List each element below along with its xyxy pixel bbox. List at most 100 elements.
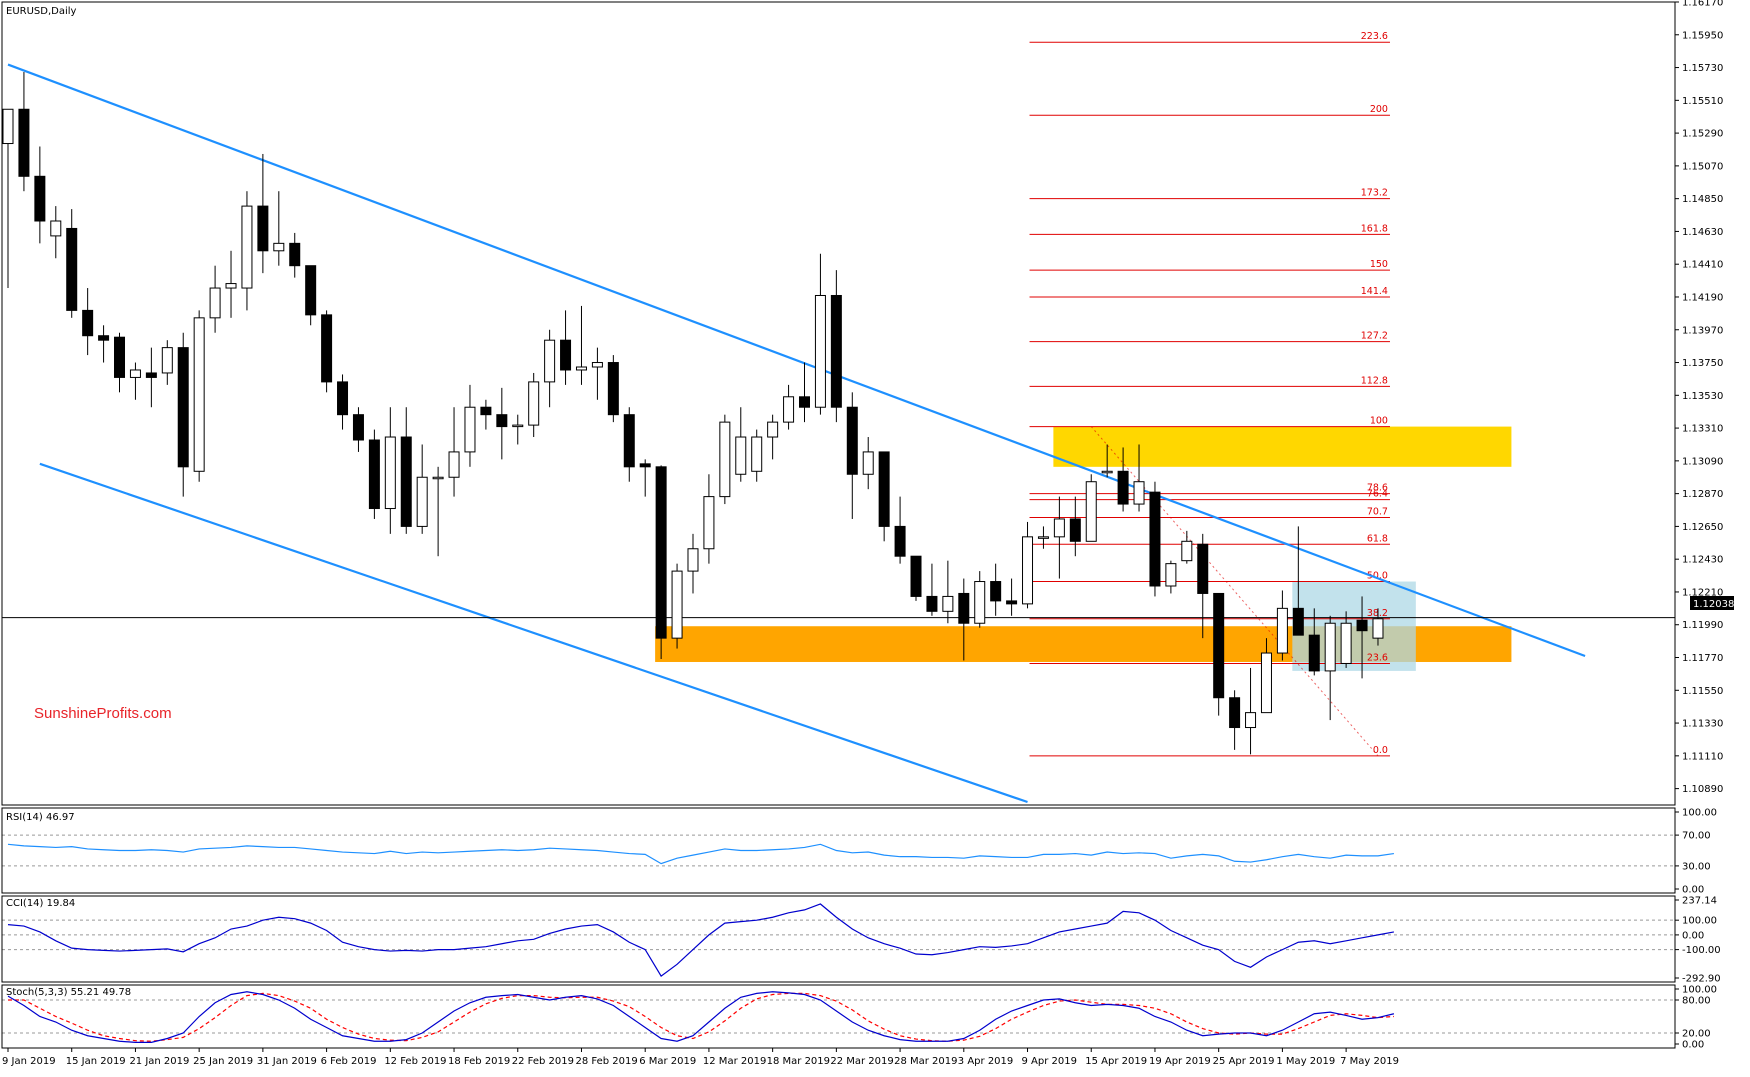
cci-tick-label: 0.00 <box>1682 930 1704 941</box>
channel-layer <box>2 63 1675 804</box>
price-tick-label: 1.14190 <box>1682 292 1723 303</box>
price-tick-label: 1.13530 <box>1682 391 1723 402</box>
candle-body <box>1324 622 1336 672</box>
time-tick-label: 18 Feb 2019 <box>448 1056 510 1067</box>
fib-level-label: 38.2 <box>1367 608 1388 619</box>
cci-tick-label: 100.00 <box>1682 916 1717 927</box>
stoch-tick-label: 20.00 <box>1682 1029 1711 1040</box>
stoch-d-line <box>8 992 1394 1042</box>
price-tick-label: 1.14850 <box>1682 194 1723 205</box>
time-tick-label: 6 Feb 2019 <box>321 1056 377 1067</box>
candle-body <box>480 406 492 416</box>
price-tick-label: 1.11990 <box>1682 620 1723 631</box>
price-tick-label: 1.16170 <box>1682 0 1723 9</box>
candle-body <box>448 451 460 478</box>
candle-body <box>671 570 683 639</box>
watermark-text: SunshineProfits.com <box>34 705 172 722</box>
fib-level-label: 78.6 <box>1367 483 1388 494</box>
candle-body <box>273 242 285 252</box>
candle-body <box>2 108 14 145</box>
candle-body <box>98 335 110 341</box>
pane-frames <box>1 1 1676 1049</box>
fib-level-label: 200 <box>1370 104 1388 115</box>
price-tick-label: 1.15730 <box>1682 63 1723 74</box>
fib-level-label: 112.8 <box>1361 375 1388 386</box>
candle-body <box>878 451 890 527</box>
time-tick-label: 3 Apr 2019 <box>958 1056 1013 1067</box>
price-tick-label: 1.11770 <box>1682 653 1723 664</box>
time-tick-label: 7 May 2019 <box>1340 1056 1399 1067</box>
candle-body <box>66 227 78 311</box>
candle-body <box>687 548 699 572</box>
candle-body <box>512 424 524 428</box>
time-tick-label: 6 Mar 2019 <box>639 1056 696 1067</box>
candle-body <box>655 466 667 639</box>
candle-body <box>1133 481 1145 505</box>
candle-body <box>464 406 476 453</box>
time-tick-label: 25 Apr 2019 <box>1213 1056 1275 1067</box>
candle-body <box>990 581 1002 602</box>
time-tick-label: 9 Jan 2019 <box>2 1056 56 1067</box>
fib-level-label: 0.0 <box>1373 745 1388 756</box>
candle-body <box>719 421 731 498</box>
price-tick-label: 1.14410 <box>1682 260 1723 271</box>
price-tick-label: 1.15510 <box>1682 96 1723 107</box>
candle-body <box>926 595 938 612</box>
cci-tick-label: -100.00 <box>1682 945 1721 956</box>
candle-body <box>528 381 540 426</box>
price-tick-label: 1.11550 <box>1682 686 1723 697</box>
time-tick-label: 28 Feb 2019 <box>575 1056 637 1067</box>
time-tick-label: 18 Mar 2019 <box>767 1056 830 1067</box>
main-pane-frame <box>1 1 1676 806</box>
candle-body <box>321 314 333 383</box>
candle-body <box>177 347 189 468</box>
candle-body <box>1292 607 1304 636</box>
candle-body <box>1022 536 1034 605</box>
cci-line <box>7 903 1395 977</box>
candle-body <box>862 451 874 475</box>
time-tick-label: 9 Apr 2019 <box>1022 1056 1077 1067</box>
stoch-tick-label: 0.00 <box>1682 1040 1704 1051</box>
price-tick-label: 1.12870 <box>1682 489 1723 500</box>
candle-body <box>416 476 428 527</box>
fib-level-label: 161.8 <box>1361 223 1388 234</box>
stoch-tick-label: 100.00 <box>1682 985 1717 996</box>
fib-level-label: 61.8 <box>1367 533 1388 544</box>
candle-body <box>82 309 94 337</box>
candle-body <box>735 436 747 475</box>
candle-body <box>384 436 396 510</box>
candle-body <box>783 396 795 423</box>
candle-body <box>799 396 810 408</box>
cci-label: CCI(14) 19.84 <box>6 898 75 909</box>
rsi-tick-label: 30.00 <box>1682 861 1711 872</box>
cci-tick-label: 237.14 <box>1682 896 1717 907</box>
candle-body <box>1229 697 1241 729</box>
fibonacci-layer: 223.6 200 173.2 161.8 150 141.4 127.2 112.8 100 7… <box>1029 31 1390 757</box>
price-tick-label: 1.13970 <box>1682 325 1723 336</box>
candle-body <box>639 463 651 468</box>
candle-body <box>305 265 317 316</box>
candle-body <box>1165 563 1177 587</box>
price-tick-label: 1.12430 <box>1682 555 1723 566</box>
candle-body <box>1356 619 1368 632</box>
fib-level-label: 100 <box>1370 416 1388 427</box>
price-tick-label: 1.15070 <box>1682 161 1723 172</box>
candle-body <box>1037 536 1049 539</box>
rsi-tick-label: 100.00 <box>1682 808 1717 819</box>
price-tick-label: 1.13750 <box>1682 358 1723 369</box>
candle-body <box>18 108 30 177</box>
fib-level-label: 173.2 <box>1361 188 1388 199</box>
fib-level-label: 150 <box>1370 259 1388 270</box>
rsi-tick-label: 0.00 <box>1682 885 1704 896</box>
candle-body <box>1245 712 1257 729</box>
candle-body <box>368 439 380 510</box>
candle-body <box>846 406 858 475</box>
candle-body <box>1213 592 1225 699</box>
stoch-pane-frame <box>1 984 1676 1049</box>
price-tick-label: 1.14630 <box>1682 227 1723 238</box>
channel-lower-line <box>39 462 1028 804</box>
candle-body <box>400 436 412 527</box>
